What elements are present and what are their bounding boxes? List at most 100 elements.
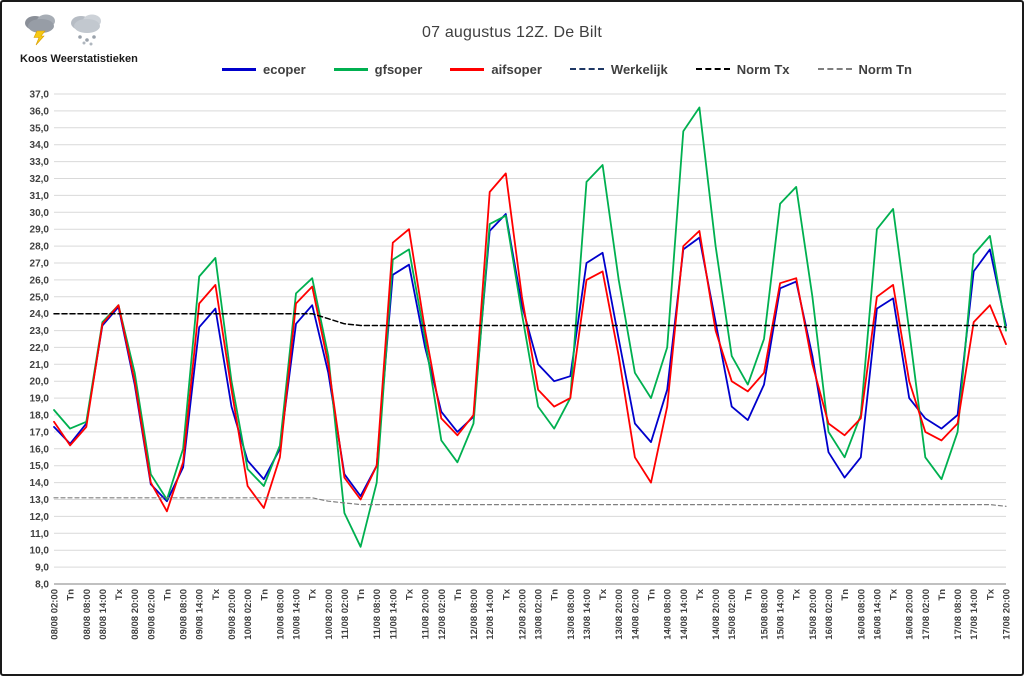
svg-text:28,0: 28,0 <box>30 242 50 253</box>
legend-label: Norm Tx <box>736 61 790 77</box>
svg-text:Tn: Tn <box>162 589 173 601</box>
svg-text:09/08 14:00: 09/08 14:00 <box>195 589 206 640</box>
svg-text:13/08 08:00: 13/08 08:00 <box>566 589 577 640</box>
svg-text:09/08 20:00: 09/08 20:00 <box>227 589 238 640</box>
svg-text:Tn: Tn <box>840 589 851 601</box>
svg-text:15/08 14:00: 15/08 14:00 <box>776 589 787 640</box>
svg-text:37,0: 37,0 <box>30 90 50 101</box>
svg-text:26,0: 26,0 <box>30 275 50 286</box>
svg-text:13,0: 13,0 <box>30 495 50 506</box>
svg-text:14/08 08:00: 14/08 08:00 <box>663 589 674 640</box>
svg-text:10/08 08:00: 10/08 08:00 <box>275 589 286 640</box>
svg-text:11/08 08:00: 11/08 08:00 <box>372 589 383 639</box>
svg-text:11,0: 11,0 <box>30 529 49 540</box>
svg-text:12/08 14:00: 12/08 14:00 <box>485 589 496 640</box>
svg-text:15/08 02:00: 15/08 02:00 <box>727 589 738 640</box>
svg-text:Tx: Tx <box>211 588 222 600</box>
line-chart: 8,0 9,0 10,0 11,0 12,0 13,0 14,0 15,0 16,0 17,0 18… <box>30 90 1013 640</box>
svg-text:09/08 08:00: 09/08 08:00 <box>179 589 190 640</box>
svg-text:12/08 02:00: 12/08 02:00 <box>437 589 448 640</box>
svg-text:Tn: Tn <box>356 589 367 601</box>
svg-text:31,0: 31,0 <box>30 191 50 202</box>
svg-text:32,0: 32,0 <box>30 174 50 185</box>
svg-text:08/08 20:00: 08/08 20:00 <box>130 589 141 640</box>
svg-text:08/08 14:00: 08/08 14:00 <box>98 589 109 640</box>
svg-text:15,0: 15,0 <box>30 461 50 472</box>
legend-line-sample <box>450 67 485 71</box>
svg-text:24,0: 24,0 <box>30 309 50 320</box>
svg-text:8,0: 8,0 <box>35 580 49 591</box>
svg-text:30,0: 30,0 <box>30 208 50 219</box>
svg-text:18,0: 18,0 <box>30 411 50 422</box>
svg-text:33,0: 33,0 <box>30 157 50 168</box>
svg-text:16/08 20:00: 16/08 20:00 <box>905 589 916 640</box>
svg-text:14/08 14:00: 14/08 14:00 <box>679 589 690 640</box>
svg-text:16/08 14:00: 16/08 14:00 <box>872 589 883 640</box>
legend-line-sample <box>695 68 730 70</box>
svg-text:Tn: Tn <box>743 589 754 601</box>
svg-text:21,0: 21,0 <box>30 360 50 371</box>
svg-text:20,0: 20,0 <box>30 377 50 388</box>
legend-item-gfsoper: gfsoper <box>333 61 423 77</box>
svg-text:25,0: 25,0 <box>30 292 50 303</box>
svg-text:36,0: 36,0 <box>30 106 50 117</box>
svg-text:08/08 02:00: 08/08 02:00 <box>50 589 61 640</box>
svg-text:16,0: 16,0 <box>30 444 50 455</box>
svg-text:14,0: 14,0 <box>30 478 50 489</box>
svg-text:08/08 08:00: 08/08 08:00 <box>82 589 93 640</box>
svg-text:Tx: Tx <box>889 588 900 600</box>
svg-text:15/08 20:00: 15/08 20:00 <box>808 589 819 640</box>
svg-text:27,0: 27,0 <box>30 259 50 270</box>
svg-text:15/08 08:00: 15/08 08:00 <box>760 589 771 640</box>
svg-text:10,0: 10,0 <box>30 546 50 557</box>
logo-text: Koos Weerstatistieken <box>20 53 138 65</box>
chart-title: 07 augustus 12Z. De Bilt <box>421 24 602 41</box>
legend-label: gfsoper <box>374 61 423 77</box>
svg-text:13/08 02:00: 13/08 02:00 <box>534 589 545 640</box>
svg-text:19,0: 19,0 <box>30 394 50 405</box>
legend-line-sample <box>333 67 368 71</box>
svg-text:22,0: 22,0 <box>30 343 50 354</box>
snow-cloud-icon <box>66 10 108 51</box>
legend-label: ecoper <box>263 61 306 77</box>
svg-text:11/08 14:00: 11/08 14:00 <box>388 589 399 639</box>
svg-text:11/08 20:00: 11/08 20:00 <box>421 589 432 639</box>
svg-text:12,0: 12,0 <box>30 512 50 523</box>
svg-text:Tx: Tx <box>598 588 609 600</box>
svg-text:11/08 02:00: 11/08 02:00 <box>340 589 351 639</box>
svg-text:Tx: Tx <box>792 588 803 600</box>
svg-text:14/08 20:00: 14/08 20:00 <box>711 589 722 640</box>
svg-text:17/08 20:00: 17/08 20:00 <box>1002 589 1013 640</box>
svg-text:17/08 02:00: 17/08 02:00 <box>921 589 932 640</box>
legend-line-sample <box>222 67 257 71</box>
svg-text:Tx: Tx <box>114 588 125 600</box>
svg-text:10/08 14:00: 10/08 14:00 <box>292 589 303 640</box>
svg-text:16/08 08:00: 16/08 08:00 <box>856 589 867 640</box>
site-logo: Koos Weerstatistieken <box>20 10 170 65</box>
legend-line-sample <box>569 68 604 70</box>
svg-text:13/08 14:00: 13/08 14:00 <box>582 589 593 640</box>
svg-text:Tn: Tn <box>550 589 561 601</box>
svg-text:Tn: Tn <box>259 589 270 601</box>
svg-text:09/08 02:00: 09/08 02:00 <box>146 589 157 640</box>
legend-label: Werkelijk <box>610 61 668 77</box>
svg-text:17/08 14:00: 17/08 14:00 <box>969 589 980 640</box>
svg-text:Tx: Tx <box>405 588 416 600</box>
svg-text:34,0: 34,0 <box>30 140 50 151</box>
legend-item-norm-tx: Norm Tx <box>695 61 790 77</box>
storm-cloud-icon <box>20 10 62 51</box>
svg-text:35,0: 35,0 <box>30 123 50 134</box>
svg-text:Tx: Tx <box>985 588 996 600</box>
svg-text:14/08 02:00: 14/08 02:00 <box>630 589 641 640</box>
svg-text:Tx: Tx <box>308 588 319 600</box>
svg-text:Tx: Tx <box>501 588 512 600</box>
svg-text:17,0: 17,0 <box>30 427 50 438</box>
svg-text:13/08 20:00: 13/08 20:00 <box>614 589 625 640</box>
svg-text:16/08 02:00: 16/08 02:00 <box>824 589 835 640</box>
legend-line-sample <box>817 68 852 70</box>
svg-text:29,0: 29,0 <box>30 225 50 236</box>
legend-label: aifsoper <box>491 61 542 77</box>
svg-text:12/08 20:00: 12/08 20:00 <box>517 589 528 640</box>
svg-text:Tn: Tn <box>66 589 77 601</box>
